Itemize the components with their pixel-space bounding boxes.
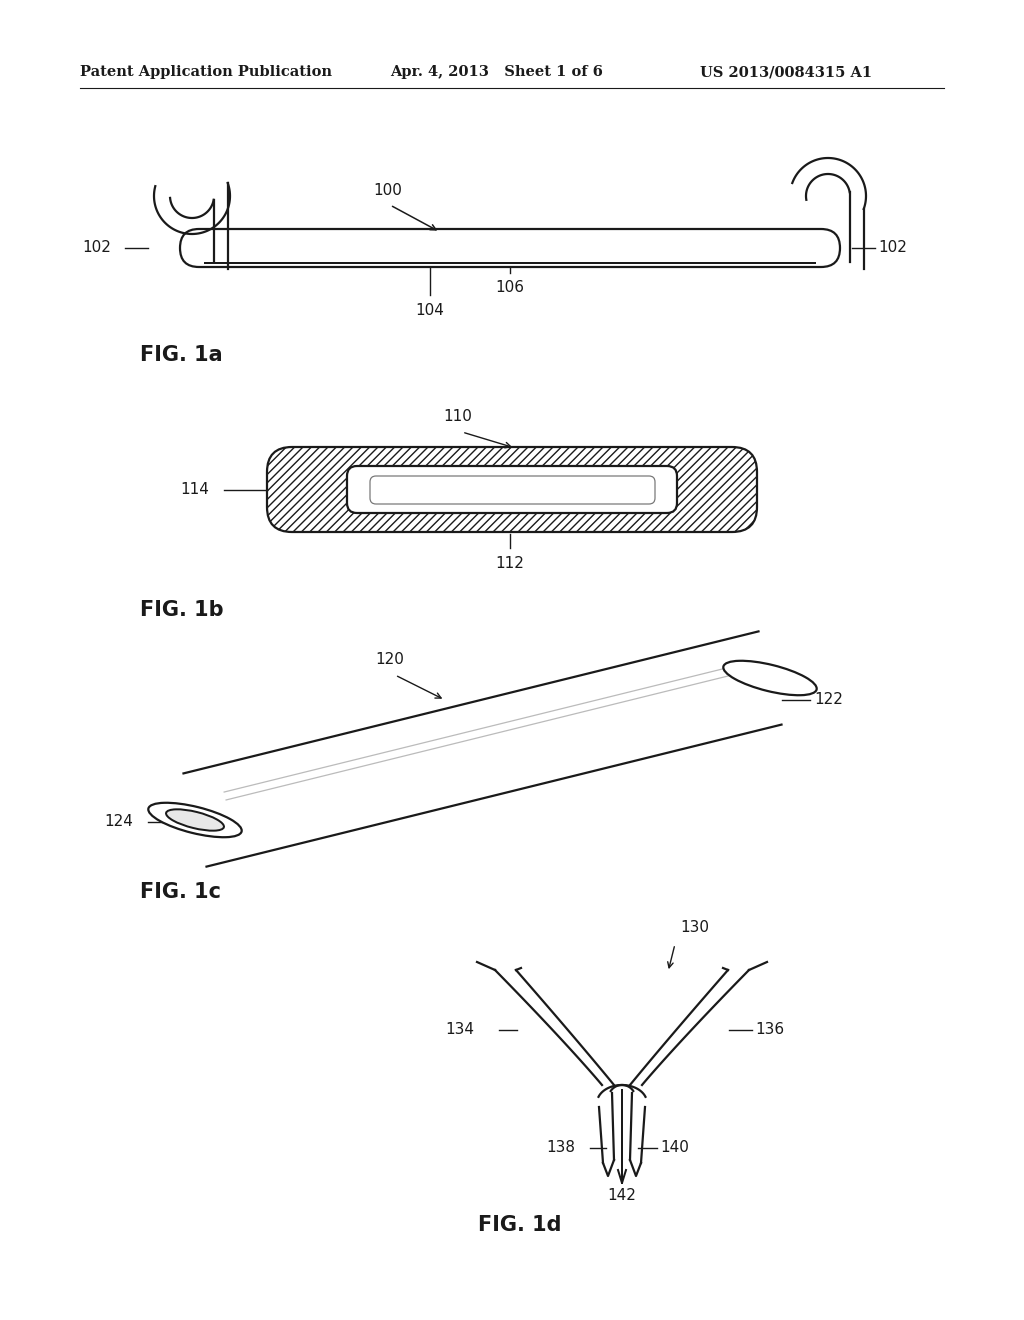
Text: 106: 106 xyxy=(496,280,524,294)
FancyBboxPatch shape xyxy=(267,447,757,532)
Text: 124: 124 xyxy=(104,814,133,829)
Text: 142: 142 xyxy=(607,1188,637,1203)
Text: 102: 102 xyxy=(82,240,111,256)
Text: 136: 136 xyxy=(755,1023,784,1038)
Text: 120: 120 xyxy=(376,652,404,667)
Text: 134: 134 xyxy=(445,1023,474,1038)
Text: FIG. 1b: FIG. 1b xyxy=(140,601,223,620)
Text: 112: 112 xyxy=(496,556,524,572)
Text: 114: 114 xyxy=(180,483,209,498)
FancyBboxPatch shape xyxy=(180,228,840,267)
Text: 102: 102 xyxy=(878,240,907,256)
Text: FIG. 1a: FIG. 1a xyxy=(140,345,222,366)
Text: 138: 138 xyxy=(546,1140,575,1155)
Text: FIG. 1d: FIG. 1d xyxy=(478,1214,561,1236)
Text: Patent Application Publication: Patent Application Publication xyxy=(80,65,332,79)
Text: 104: 104 xyxy=(416,304,444,318)
Text: FIG. 1c: FIG. 1c xyxy=(140,882,221,902)
Text: 110: 110 xyxy=(443,409,472,424)
Text: 100: 100 xyxy=(374,183,402,198)
Ellipse shape xyxy=(723,661,817,696)
Text: US 2013/0084315 A1: US 2013/0084315 A1 xyxy=(700,65,872,79)
Text: 140: 140 xyxy=(660,1140,689,1155)
Ellipse shape xyxy=(148,803,242,837)
Text: 130: 130 xyxy=(680,920,709,935)
FancyBboxPatch shape xyxy=(347,466,677,513)
FancyBboxPatch shape xyxy=(370,477,655,504)
Text: Apr. 4, 2013   Sheet 1 of 6: Apr. 4, 2013 Sheet 1 of 6 xyxy=(390,65,603,79)
Text: 122: 122 xyxy=(814,693,843,708)
Ellipse shape xyxy=(166,809,224,830)
Polygon shape xyxy=(183,631,781,867)
